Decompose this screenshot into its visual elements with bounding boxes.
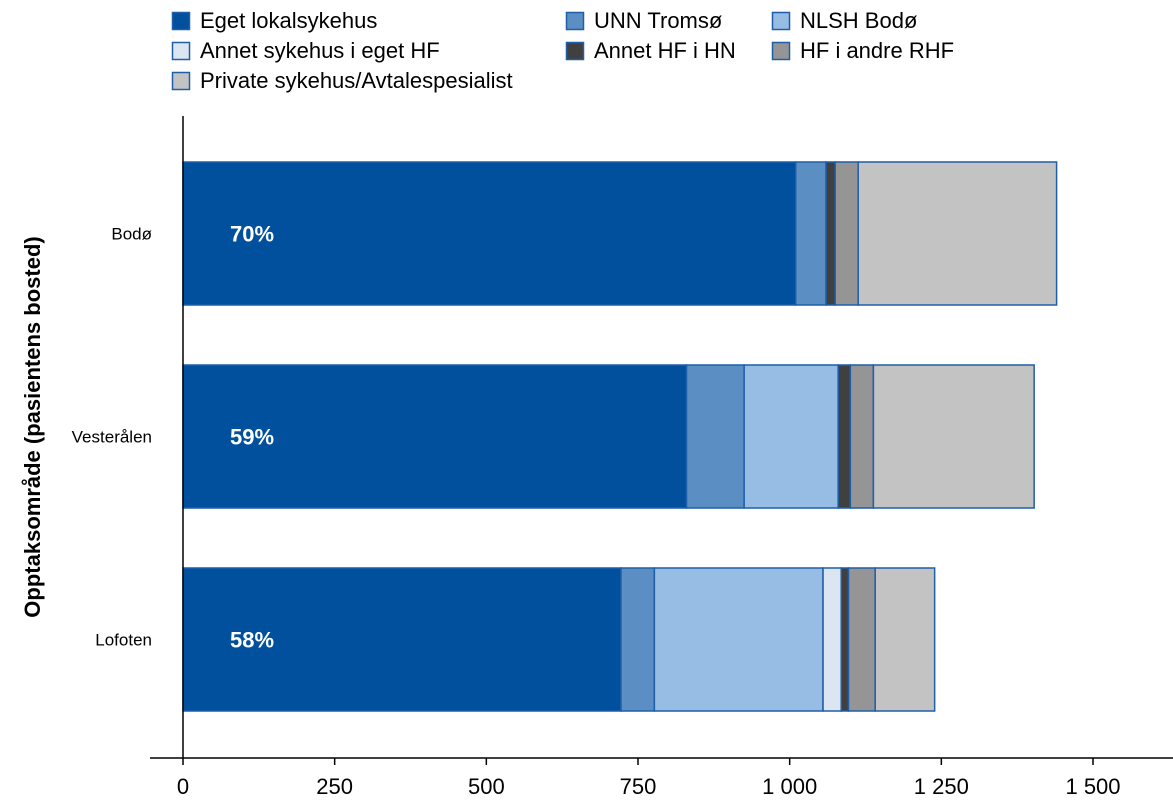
bars: 70% 59% 58% [182, 161, 1058, 712]
legend-label: HF i andre RHF [800, 38, 954, 63]
bar-segment [794, 161, 827, 306]
bar-segment [653, 567, 824, 712]
bar-segment [874, 567, 936, 712]
legend-swatch [771, 11, 791, 31]
legend-swatch [171, 11, 191, 31]
legend-label: Private sykehus/Avtalespesialist [200, 68, 513, 93]
share-data-label: 58% [230, 628, 274, 653]
x-tick-label: 1 500 [1065, 774, 1120, 799]
bar-segment [857, 161, 1058, 306]
x-tick-label: 250 [316, 774, 353, 799]
bar-segment [834, 161, 859, 306]
bar-segment [840, 567, 850, 712]
legend-label: Eget lokalsykehus [200, 8, 377, 33]
bar-segment [872, 364, 1035, 509]
y-axis-title-group: Opptaksområde (pasientens bosted) [20, 236, 45, 617]
bar-segment [849, 364, 875, 509]
bar-segment [847, 567, 876, 712]
legend-swatch [171, 41, 191, 61]
legend-label: UNN Tromsø [594, 8, 722, 33]
category-tick-label: Vesterålen [72, 428, 152, 447]
share-data-label: 70% [230, 222, 274, 247]
legend-swatch [171, 71, 191, 91]
x-tick-label: 750 [620, 774, 657, 799]
legend-swatch [565, 41, 585, 61]
bar-segment [182, 364, 688, 509]
bar-segment [685, 364, 745, 509]
bar-segment [182, 161, 797, 306]
bar-segment [182, 567, 622, 712]
legend-label: NLSH Bodø [800, 8, 917, 33]
axes: 0 250 500 750 1 000 1 250 1 500 [150, 116, 1173, 799]
legend-label: Annet sykehus i eget HF [200, 38, 440, 63]
legend-swatch [771, 41, 791, 61]
bar-segment [825, 161, 836, 306]
bar-segment [837, 364, 852, 509]
x-tick-label: 1 000 [762, 774, 817, 799]
bar-segment [620, 567, 656, 712]
x-tick-label: 500 [468, 774, 505, 799]
category-tick-label: Bodø [111, 225, 152, 244]
legend-label: Annet HF i HN [594, 38, 736, 63]
x-tick-label: 1 250 [914, 774, 969, 799]
legend: Eget lokalsykehus UNN Tromsø NLSH Bodø Anne… [171, 8, 954, 93]
y-axis-title: Opptaksområde (pasientens bosted) [20, 236, 45, 617]
category-labels: Bodø Vesterålen Lofoten [72, 225, 152, 650]
share-data-label: 59% [230, 425, 274, 450]
category-tick-label: Lofoten [95, 631, 152, 650]
bar-segment [743, 364, 839, 509]
x-tick-label: 0 [177, 774, 189, 799]
legend-swatch [565, 11, 585, 31]
bar-segment [822, 567, 842, 712]
